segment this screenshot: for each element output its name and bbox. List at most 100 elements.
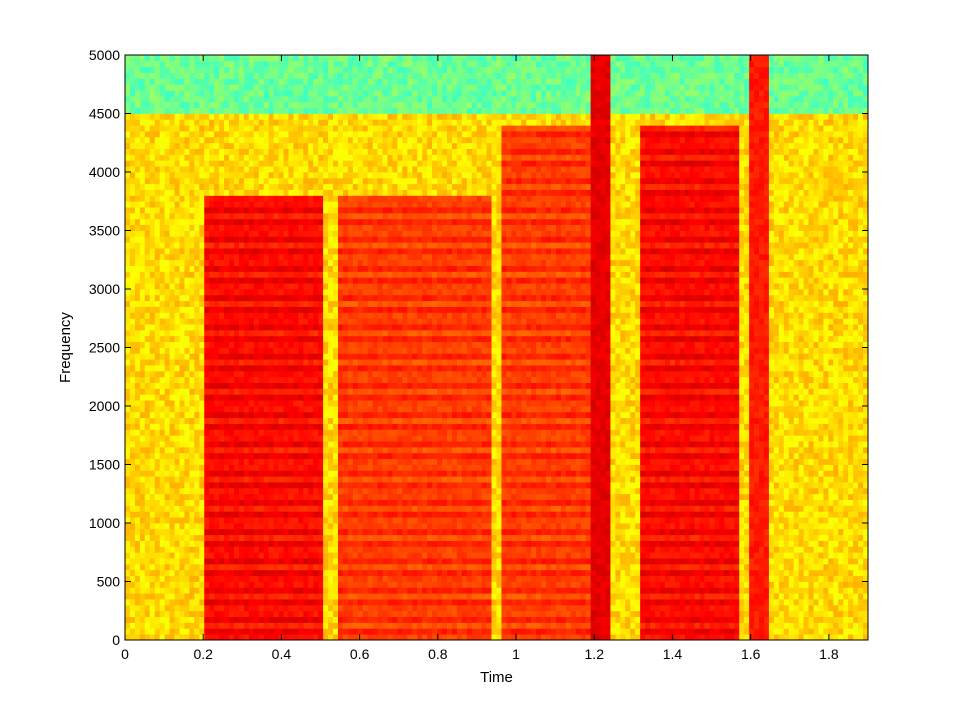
heatmap-cell	[328, 131, 334, 138]
heatmap-cell	[318, 201, 324, 208]
heatmap-cell	[367, 324, 374, 331]
heatmap-cell	[154, 382, 161, 389]
heatmap-cell	[233, 277, 240, 284]
heatmap-cell	[248, 435, 255, 442]
heatmap-cell	[367, 294, 374, 302]
heatmap-cell	[149, 66, 156, 73]
heatmap-cell	[337, 610, 344, 617]
heatmap-cell	[139, 142, 146, 149]
heatmap-cell	[149, 505, 156, 512]
heatmap-cell	[129, 335, 136, 343]
heatmap-cell	[224, 131, 230, 138]
heatmap-cell	[352, 335, 359, 343]
heatmap-cell	[328, 236, 334, 243]
heatmap-cell	[209, 248, 215, 255]
heatmap-cell	[204, 376, 210, 383]
heatmap-cell	[204, 382, 210, 389]
heatmap-cell	[308, 540, 314, 547]
heatmap-cell	[129, 575, 136, 582]
heatmap-cell	[179, 101, 185, 109]
heatmap-cell	[209, 142, 215, 149]
heatmap-cell	[303, 599, 309, 606]
heatmap-cell	[268, 534, 274, 541]
heatmap-cell	[149, 201, 156, 208]
heatmap-cell	[352, 429, 359, 436]
heatmap-cell	[293, 212, 299, 220]
heatmap-cell	[129, 423, 136, 430]
heatmap-cell	[258, 189, 265, 196]
heatmap-cell	[169, 458, 175, 465]
heatmap-cell	[204, 487, 210, 495]
heatmap-cell	[323, 435, 329, 442]
heatmap-cell	[149, 207, 156, 214]
heatmap-cell	[248, 470, 255, 477]
heatmap-cell	[209, 470, 215, 477]
heatmap-cell	[199, 207, 205, 214]
heatmap-cell	[263, 125, 270, 132]
heatmap-cell	[189, 195, 195, 202]
heatmap-cell	[214, 628, 220, 635]
heatmap-cell	[283, 499, 289, 506]
heatmap-cell	[174, 604, 180, 612]
heatmap-cell	[219, 382, 225, 389]
heatmap-cell	[318, 335, 324, 343]
heatmap-cell	[129, 160, 136, 167]
heatmap-cell	[238, 441, 245, 448]
heatmap-cell	[125, 622, 131, 629]
heatmap-cell	[233, 312, 240, 319]
heatmap-cell	[333, 441, 339, 448]
heatmap-cell	[283, 253, 289, 261]
heatmap-cell	[144, 318, 151, 325]
heatmap-cell	[248, 148, 255, 155]
heatmap-cell	[243, 312, 250, 319]
heatmap-cell	[134, 154, 141, 161]
heatmap-cell	[129, 523, 136, 530]
heatmap-cell	[258, 306, 265, 313]
heatmap-cell	[164, 95, 170, 103]
heatmap-cell	[298, 622, 304, 629]
heatmap-cell	[268, 569, 274, 577]
heatmap-cell	[303, 353, 309, 360]
heatmap-cell	[362, 628, 369, 635]
heatmap-cell	[164, 78, 170, 85]
heatmap-cell	[352, 277, 359, 284]
heatmap-cell	[357, 154, 364, 161]
heatmap-cell	[199, 376, 205, 383]
heatmap-cell	[194, 511, 200, 518]
heatmap-cell	[219, 400, 225, 407]
heatmap-cell	[283, 546, 289, 553]
heatmap-cell	[129, 95, 136, 103]
heatmap-cell	[283, 312, 289, 319]
heatmap-cell	[164, 563, 170, 571]
heatmap-cell	[169, 154, 175, 161]
heatmap-cell	[347, 394, 354, 401]
heatmap-cell	[184, 534, 190, 541]
heatmap-cell	[333, 201, 339, 208]
heatmap-cell	[125, 201, 131, 208]
heatmap-cell	[342, 599, 349, 606]
heatmap-cell	[357, 259, 364, 266]
heatmap-cell	[258, 66, 265, 73]
heatmap-cell	[229, 400, 235, 407]
heatmap-cell	[318, 406, 324, 413]
heatmap-cell	[229, 634, 235, 641]
heatmap-cell	[273, 517, 279, 524]
heatmap-cell	[362, 189, 369, 196]
heatmap-cell	[233, 546, 240, 553]
heatmap-cell	[139, 423, 146, 430]
heatmap-cell	[194, 446, 200, 454]
heatmap-cell	[367, 511, 374, 518]
heatmap-cell	[303, 610, 309, 617]
heatmap-cell	[352, 359, 359, 366]
heatmap-cell	[179, 441, 185, 448]
heatmap-cell	[184, 353, 190, 360]
heatmap-cell	[238, 172, 245, 179]
heatmap-cell	[134, 476, 141, 483]
heatmap-cell	[313, 84, 319, 91]
heatmap-cell	[308, 423, 314, 430]
heatmap-cell	[288, 218, 294, 226]
heatmap-cell	[209, 552, 215, 559]
heatmap-cell	[298, 119, 304, 126]
heatmap-cell	[174, 511, 180, 518]
heatmap-cell	[229, 581, 235, 588]
